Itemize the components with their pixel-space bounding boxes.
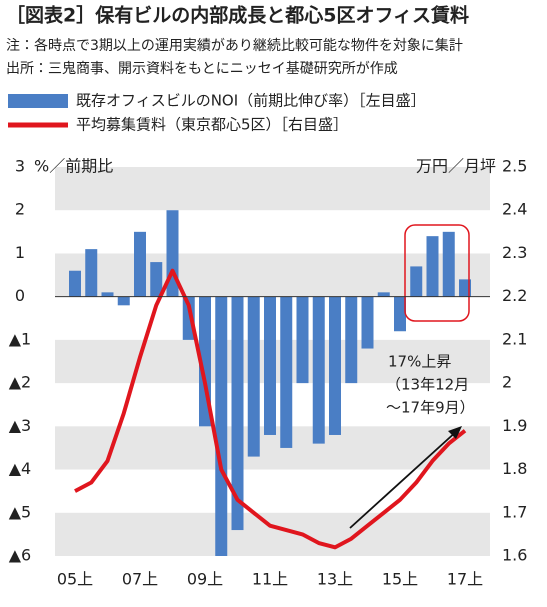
legend-swatch [8, 94, 68, 108]
bar [215, 296, 228, 556]
x-tick-label: 17上 [447, 570, 483, 589]
y2-tick-label: 2 [502, 373, 512, 392]
x-tick-label: 09上 [187, 570, 223, 589]
bar [442, 231, 455, 297]
x-tick-label: 13上 [317, 570, 353, 589]
y2-tick-label: 2.4 [502, 200, 527, 219]
y2-tick-label: 2.2 [502, 286, 527, 305]
y2-tick-label: 2.3 [502, 243, 527, 262]
annotation: （13年12月 [386, 376, 469, 394]
y2-tick-label: 1.9 [502, 416, 527, 435]
band [55, 167, 490, 211]
y2-axis-label: 万円／月坪 [416, 157, 496, 176]
bar [231, 296, 244, 531]
plot-area [55, 167, 490, 556]
x-tick-label: 11上 [252, 570, 288, 589]
bar [117, 296, 130, 306]
y-tick-label: ▲5 [9, 502, 31, 521]
band [55, 253, 490, 297]
y-tick-label: ▲2 [9, 373, 31, 392]
bar [264, 296, 276, 435]
y-tick-label: ▲3 [9, 416, 31, 435]
legend-label: 既存オフィスビルのNOI（前期比伸び率）［左目盛］ [76, 92, 426, 110]
y2-tick-label: 2.1 [502, 329, 527, 348]
bar [296, 296, 309, 384]
y-tick-label: 1 [15, 243, 25, 262]
annotation: 〜17年9月） [386, 399, 475, 417]
bar [394, 296, 406, 332]
bar [85, 249, 98, 297]
y2-tick-label: 2.5 [502, 157, 527, 176]
chart-title: ［図表2］保有ビルの内部成長と都心5区オフィス賃料 [6, 4, 469, 27]
bar [329, 296, 341, 435]
annotation-arrow [349, 429, 459, 529]
y-tick-label: 2 [15, 200, 25, 219]
bar [426, 236, 439, 297]
y-tick-label: ▲1 [9, 329, 31, 348]
y-tick-label: 0 [15, 286, 25, 305]
arrow-head [448, 426, 462, 439]
y2-tick-label: 1.6 [502, 546, 527, 565]
x-tick-label: 05上 [57, 570, 93, 589]
y-tick-label: ▲6 [9, 546, 31, 565]
line [74, 268, 467, 550]
note: 出所：三鬼商事、開示資料をもとにニッセイ基礎研究所が作成 [6, 60, 398, 77]
bar [150, 262, 163, 297]
x-tick-label: 15上 [382, 570, 418, 589]
bar [377, 292, 390, 297]
bar [101, 292, 114, 297]
bar [361, 296, 374, 349]
y-axis-label: %／前期比 [34, 157, 113, 176]
bar [280, 296, 293, 448]
x-tick-label: 07上 [122, 570, 158, 589]
y2-tick-label: 1.7 [502, 502, 527, 521]
highlight-box [404, 224, 470, 322]
bar [247, 296, 260, 457]
bar [459, 279, 471, 297]
note: 注：各時点で3期以上の運用実績があり継続比較可能な物件を対象に集計 [6, 37, 463, 54]
band [55, 512, 490, 556]
bar [345, 296, 358, 384]
legend-label: 平均募集賃料（東京都心5区）［右目盛］ [76, 116, 348, 134]
bar [410, 266, 423, 297]
y-tick-label: 3 [15, 157, 25, 176]
bar [312, 296, 325, 444]
bar [134, 231, 146, 297]
y2-tick-label: 1.8 [502, 459, 527, 478]
bar [69, 270, 81, 297]
annotation: 17%上昇 [388, 353, 451, 371]
y-tick-label: ▲4 [9, 459, 31, 478]
